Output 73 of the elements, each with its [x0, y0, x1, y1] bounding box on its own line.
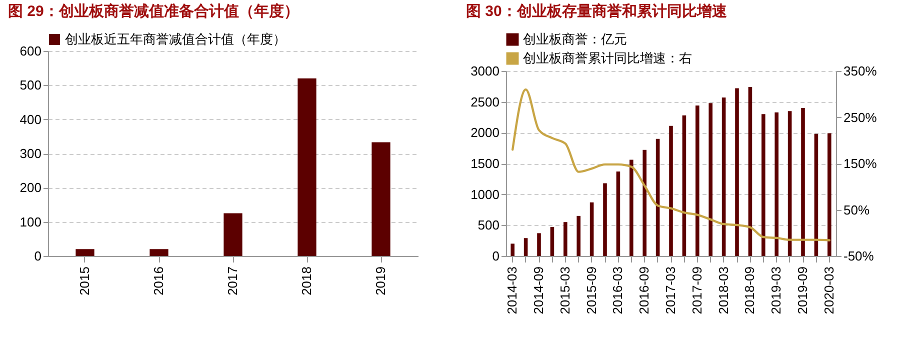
- legend-label: 创业板近五年商誉减值合计值（年度）: [65, 32, 286, 46]
- bar: [735, 88, 739, 256]
- y2-tick-label: 150%: [844, 156, 878, 171]
- x-tick-label: 2017-09: [689, 266, 704, 314]
- y-tick-label: 200: [20, 180, 42, 196]
- x-tick-label: 2019: [373, 266, 388, 296]
- y-tick-label: 500: [20, 78, 42, 93]
- y-tick-label: 600: [20, 44, 42, 58]
- y2-tick-label: 350%: [844, 64, 878, 78]
- chart-title: 图 29：创业板商誉减值准备合计值（年度）: [8, 2, 299, 20]
- bar: [150, 249, 168, 256]
- bar: [630, 160, 634, 256]
- bar: [748, 87, 752, 256]
- bar: [524, 238, 528, 256]
- y2-tick-label: 50%: [844, 202, 870, 218]
- x-tick-label: 2018: [299, 266, 314, 296]
- y-tick-label: 2000: [470, 125, 500, 140]
- bar: [603, 183, 607, 256]
- bar: [576, 216, 580, 256]
- y-tick-label: 1000: [470, 186, 500, 202]
- bar: [224, 213, 242, 256]
- y-tick-label: 300: [20, 146, 42, 161]
- legend-label: 创业板商誉累计同比增速：右: [523, 50, 692, 66]
- bar: [669, 126, 673, 256]
- y2-tick-label: -50%: [844, 248, 874, 264]
- bar: [372, 142, 390, 256]
- bar: [682, 115, 686, 256]
- x-tick-label: 2017-03: [663, 266, 678, 314]
- x-tick-label: 2018-03: [716, 266, 731, 314]
- x-tick-label: 2019-09: [795, 266, 810, 314]
- bar: [828, 133, 832, 256]
- y-tick-label: 1500: [470, 156, 500, 171]
- y-tick-label: 0: [492, 248, 500, 264]
- bar: [564, 222, 568, 256]
- x-tick-label: 2015-09: [584, 266, 599, 314]
- y-tick-label: 400: [20, 112, 42, 127]
- bar: [656, 138, 660, 256]
- bar: [550, 227, 554, 256]
- bar: [590, 202, 594, 256]
- y-tick-label: 100: [20, 214, 42, 230]
- y-tick-label: 3000: [470, 64, 500, 78]
- y-tick-label: 500: [478, 218, 500, 233]
- bar: [537, 233, 541, 256]
- bar: [76, 249, 94, 256]
- x-tick-label: 2019-03: [768, 266, 784, 314]
- bar: [788, 111, 792, 256]
- line-series: [512, 88, 830, 242]
- x-tick-label: 2016-03: [610, 266, 626, 314]
- bar: [696, 106, 700, 256]
- x-tick-label: 2015-03: [557, 266, 572, 314]
- x-tick-label: 2015: [77, 266, 92, 296]
- x-tick-label: 2020-03: [821, 266, 836, 314]
- bar: [510, 244, 514, 256]
- bar: [801, 108, 805, 256]
- bar: [762, 114, 766, 256]
- x-tick-label: 2014-03: [504, 266, 520, 314]
- legend-label: 创业板商誉：亿元: [523, 32, 627, 46]
- bar: [616, 172, 620, 256]
- x-tick-label: 2014-09: [531, 266, 546, 314]
- y-tick-label: 2500: [470, 94, 500, 110]
- bar: [722, 98, 726, 256]
- x-tick-label: 2016-09: [636, 266, 652, 314]
- bar: [814, 134, 818, 256]
- chart-title: 图 30：创业板存量商誉和累计同比增速: [466, 2, 728, 20]
- bar: [708, 103, 712, 256]
- bar: [298, 78, 316, 256]
- y-tick-label: 0: [34, 248, 42, 264]
- bar: [774, 112, 778, 256]
- x-tick-label: 2018-09: [742, 266, 758, 314]
- x-tick-label: 2016: [151, 266, 166, 296]
- bar: [642, 150, 646, 256]
- x-tick-label: 2017: [225, 266, 240, 296]
- y2-tick-label: 250%: [844, 110, 878, 125]
